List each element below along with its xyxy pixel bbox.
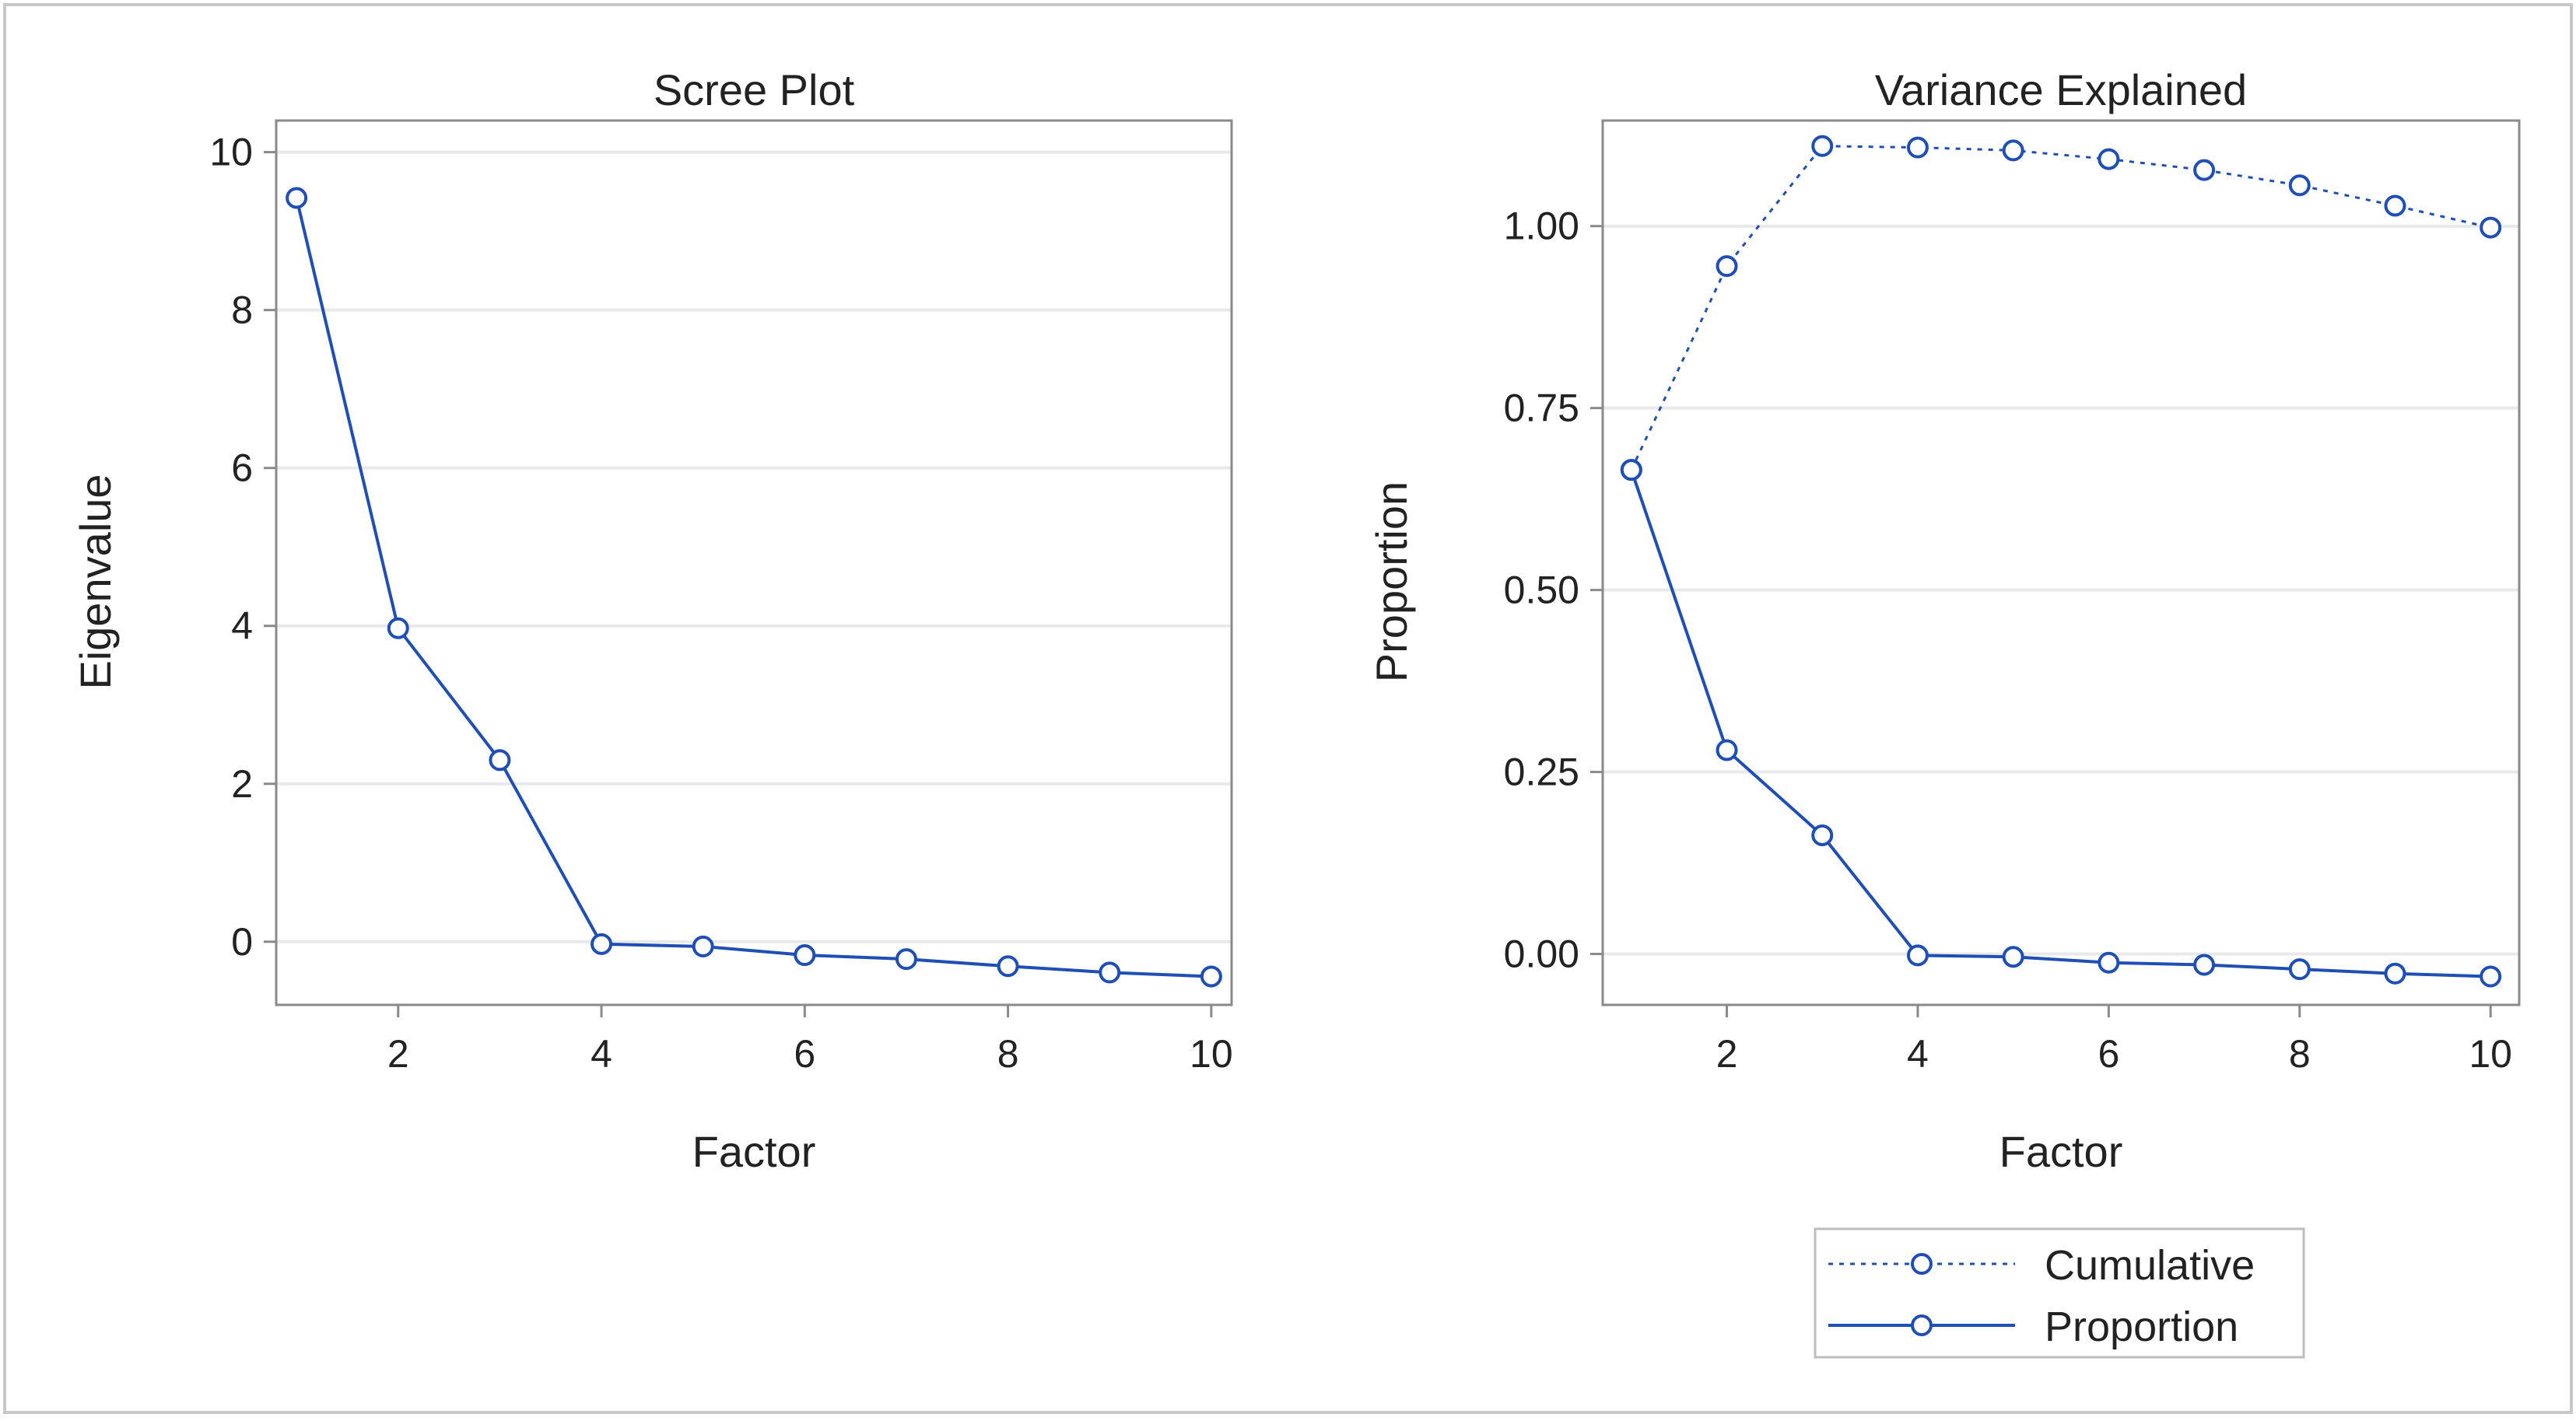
variance-y-tick-label: 0.75 [1504,387,1579,430]
scree-y-tick-label: 0 [231,920,253,964]
variance-y-tick-label: 0.00 [1504,932,1579,975]
variance-cumulative-point [2384,194,2406,217]
legend-proportion-marker [1911,1314,1933,1336]
variance-y-tick-label: 0.50 [1504,569,1579,612]
variance-y-axis: 0.00 0.25 0.50 0.75 1.00 [1504,205,1603,975]
variance-cumulative-line [1630,145,2491,471]
scree-title: Scree Plot [654,65,855,114]
scree-plot-panel: 2 4 6 8 10 0 2 4 6 8 10 Scree Plot Factor Eigenva… [71,65,1233,1176]
scree-x-axis-label: Factor [692,1127,816,1176]
variance-plot-panel: 2 4 6 8 10 0.00 0.25 0.50 0.75 1.00 Variance Exp… [1367,65,2521,1176]
scree-y-tick-label: 10 [209,131,253,174]
variance-cumulative-point [2480,216,2502,239]
variance-proportion-point [2384,962,2406,985]
scree-eigenvalue-line [295,198,1211,978]
variance-plot-frame [1601,119,2521,1006]
scree-eigenvalue-point [286,187,308,209]
legend: Cumulative Proportion [1814,1227,2305,1359]
variance-y-axis-label: Proportion [1367,481,1416,682]
variance-proportion-point [1811,824,1834,846]
variance-proportion-line [1629,469,2491,978]
variance-proportion-point [1716,739,1738,761]
variance-cumulative-point [2288,174,2311,197]
variance-y-tick-label: 0.25 [1504,751,1579,794]
legend-box [1814,1227,2305,1359]
scree-x-tick-label: 4 [591,1032,612,1076]
variance-x-tick-label: 4 [1907,1032,1929,1076]
scree-eigenvalue-point [387,617,409,639]
scree-x-axis: 2 4 6 8 10 [387,1005,1233,1076]
variance-gridlines [1603,224,2519,956]
variance-series [1620,135,2502,988]
scree-eigenvalue-point [997,955,1019,978]
variance-cumulative-point [1716,255,1738,278]
variance-proportion-point [2288,958,2311,981]
legend-cumulative-marker [1911,1253,1933,1275]
scree-x-tick-label: 6 [794,1032,815,1076]
variance-proportion-point [2098,951,2120,974]
scree-y-axis: 0 2 4 6 8 10 [209,131,276,964]
variance-title: Variance Explained [1875,65,2247,114]
variance-cumulative-point [1811,135,1834,157]
variance-proportion-point [1906,944,1929,967]
scree-eigenvalue-point [1099,961,1121,984]
variance-x-axis-label: Factor [1999,1127,2123,1176]
variance-proportion-point [1620,459,1642,481]
scree-y-tick-label: 8 [231,289,253,332]
outer-border [3,3,2573,1414]
variance-x-tick-label: 10 [2469,1032,2512,1076]
scree-plot-frame [275,119,1233,1006]
scree-y-tick-label: 4 [231,604,253,648]
scree-eigenvalue-point [489,749,511,772]
legend-proportion-label: Proportion [2045,1304,2238,1350]
scree-x-tick-label: 2 [387,1032,409,1076]
scree-x-tick-label: 8 [997,1032,1019,1076]
variance-y-tick-label: 1.00 [1504,205,1579,248]
scree-x-tick-label: 10 [1190,1032,1233,1076]
variance-x-tick-label: 6 [2098,1032,2119,1076]
scree-y-tick-label: 6 [231,446,253,490]
scree-eigenvalue-point [794,944,816,967]
legend-cumulative-label: Cumulative [2045,1242,2255,1289]
scree-eigenvalue-point [895,948,917,971]
scree-gridlines [276,150,1232,943]
variance-cumulative-point [2193,159,2216,181]
variance-cumulative-point [2002,139,2024,162]
variance-proportion-point [2193,954,2216,976]
variance-proportion-point [2480,965,2502,988]
variance-x-tick-label: 8 [2289,1032,2311,1076]
scree-eigenvalue-point [591,933,613,955]
scree-eigenvalue-point [692,935,714,957]
scree-y-axis-label: Eigenvalue [71,474,120,689]
scree-series [286,187,1222,988]
variance-proportion-point [2002,946,2024,968]
variance-x-axis: 2 4 6 8 10 [1716,1005,2512,1076]
scree-eigenvalue-point [1200,965,1222,988]
variance-cumulative-point [2098,148,2120,170]
scree-y-tick-label: 2 [231,762,253,806]
variance-x-tick-label: 2 [1716,1032,1738,1076]
variance-cumulative-point [1906,136,1929,159]
